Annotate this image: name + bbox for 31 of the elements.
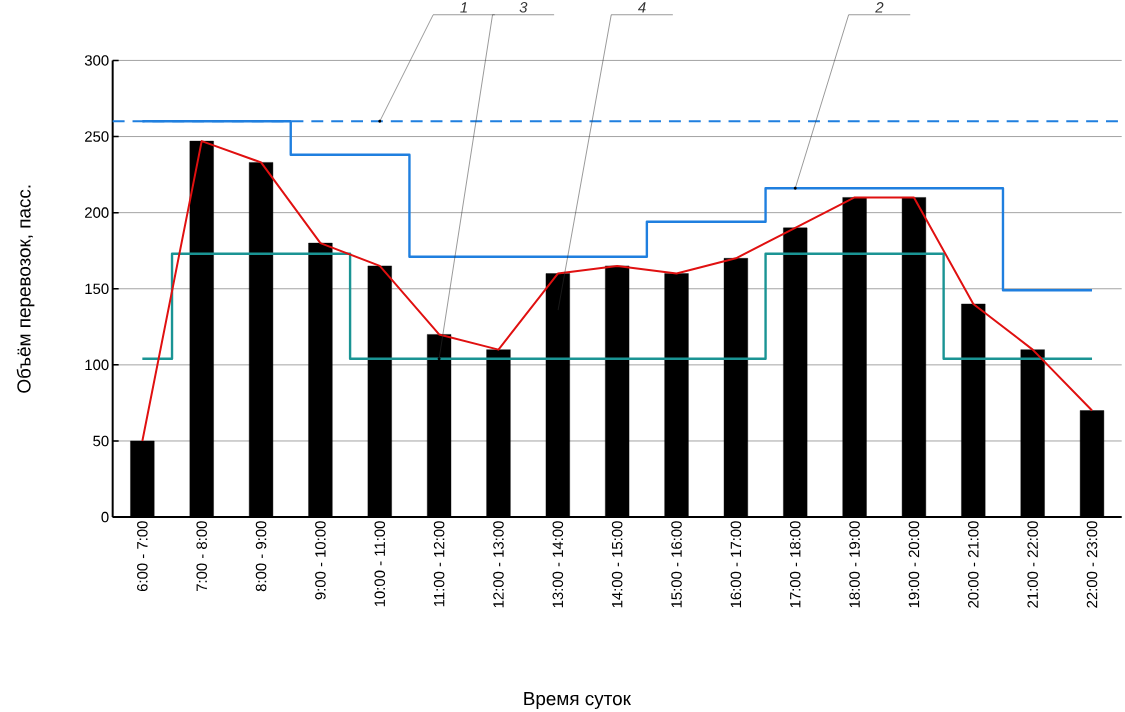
y-tick-label: 50 — [93, 435, 109, 447]
x-tick-label: 10:00 - 11:00 — [374, 521, 386, 607]
annotation: 2 — [875, 1, 884, 13]
x-tick-label: 16:00 - 17:00 — [730, 521, 742, 608]
x-tick-label: 17:00 - 18:00 — [789, 521, 801, 608]
x-tick-label: 21:00 - 22:00 — [1027, 521, 1038, 608]
x-tick-label: 15:00 - 16:00 — [671, 521, 682, 608]
y-tick-label: 200 — [85, 207, 109, 218]
y-tick-label: 150 — [85, 283, 109, 294]
y-tick-label: 250 — [85, 131, 109, 142]
x-tick-label: 20:00 - 21:00 — [968, 521, 979, 608]
x-tick-label: 7:00 - 8:00 — [196, 521, 207, 591]
y-tick-label: 300 — [84, 55, 109, 66]
x-tick-label: 13:00 - 14:00 — [552, 521, 564, 608]
annotation: 4 — [637, 2, 646, 13]
x-tick-label: 22:00 - 23:00 — [1086, 521, 1098, 608]
y-tick-label: 100 — [85, 359, 109, 370]
y-tick-label: 0 — [101, 511, 109, 523]
x-tick-label: 8:00 - 9:00 — [255, 521, 267, 592]
x-tick-label: 12:00 - 13:00 — [493, 521, 504, 608]
x-tick-label: 9:00 - 10:00 — [315, 521, 326, 600]
x-tick-label: 18:00 - 19:00 — [849, 521, 860, 608]
annotation: 1 — [460, 2, 467, 13]
x-axis-title: Время суток — [524, 691, 631, 709]
x-tick-label: 11:00 - 12:00 — [433, 521, 445, 607]
y-axis-title: Объём перевозок, пасс. — [16, 185, 35, 393]
x-tick-label: 14:00 - 15:00 — [611, 521, 623, 608]
line-series — [141, 139, 1094, 442]
x-tick-label: 6:00 - 7:00 — [137, 521, 148, 591]
annotation: 3 — [519, 1, 528, 13]
x-tick-label: 19:00 - 20:00 — [908, 521, 920, 608]
